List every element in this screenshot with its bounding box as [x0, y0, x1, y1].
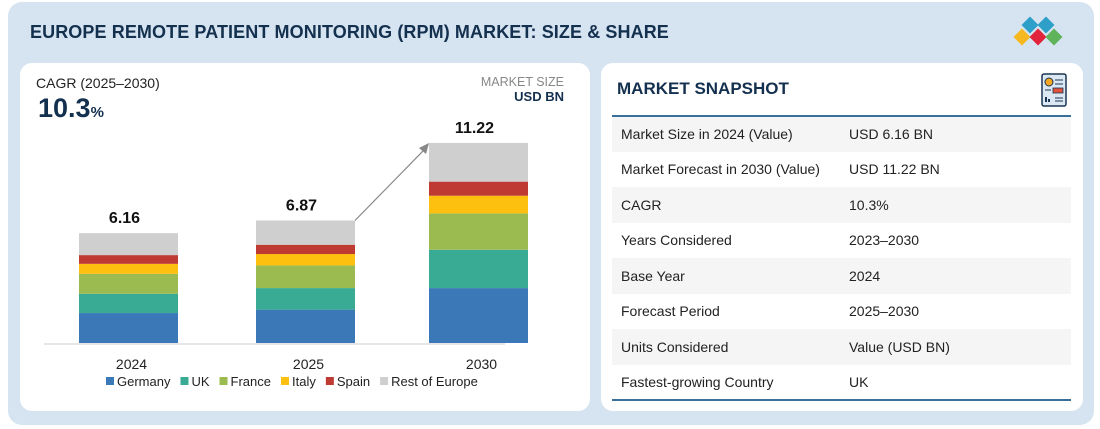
- row-label: CAGR: [621, 196, 662, 213]
- row-value: 2023–2030: [849, 232, 920, 249]
- bar-segment-germany: [429, 288, 528, 343]
- row-value: Value (USD BN): [849, 338, 950, 355]
- growth-arrow: [354, 142, 429, 221]
- x-tick-label: 2030: [466, 356, 497, 372]
- row-label: Market Forecast in 2030 (Value): [621, 161, 820, 178]
- bar-segment-spain: [79, 255, 178, 264]
- bar-segment-italy: [79, 263, 178, 274]
- row-value: USD 6.16 BN: [849, 126, 934, 143]
- legend-label: France: [231, 374, 271, 389]
- x-tick-label: 2024: [116, 356, 147, 372]
- snapshot-title: MARKET SNAPSHOT: [617, 79, 789, 98]
- bar-segment-spain: [429, 181, 528, 196]
- market-size-unit: USD BN: [514, 89, 564, 104]
- snapshot-row: Market Forecast in 2030 (Value) USD 11.22…: [612, 152, 1071, 188]
- snapshot-row: Fastest-growing Country UK: [612, 365, 1071, 401]
- bar-segment-germany: [79, 313, 178, 343]
- row-label: Years Considered: [621, 232, 732, 249]
- snapshot-row: CAGR 10.3%: [612, 187, 1071, 223]
- snapshot-row: Years Considered 2023–2030: [612, 223, 1071, 259]
- bar-segment-uk: [429, 249, 528, 289]
- bar-total-label: 6.87: [286, 198, 317, 215]
- cagr-value: 10.3%: [38, 93, 104, 124]
- snapshot-row: Forecast Period 2025–2030: [612, 294, 1071, 330]
- bar-segment-rest-of-europe: [79, 233, 178, 256]
- chart-card: CAGR (2025–2030) 10.3% MARKET SIZE USD BN…: [20, 63, 590, 411]
- row-value: 2025–2030: [849, 303, 920, 320]
- brand-logo-icon: [1013, 16, 1063, 46]
- bar-segment-uk: [256, 288, 355, 310]
- bar-segment-france: [429, 213, 528, 250]
- x-tick-label: 2025: [293, 356, 324, 372]
- market-size-caption: MARKET SIZE: [480, 75, 564, 89]
- snapshot-row: Base Year 2024: [612, 258, 1071, 294]
- page-title: EUROPE REMOTE PATIENT MONITORING (RPM) M…: [30, 22, 669, 42]
- row-label: Base Year: [621, 267, 685, 284]
- legend-swatch: [180, 377, 189, 385]
- legend-label: UK: [191, 374, 209, 389]
- cagr-unit: %: [90, 104, 104, 121]
- bar-segment-italy: [429, 195, 528, 214]
- bar-segment-italy: [256, 254, 355, 266]
- legend-label: Rest of Europe: [391, 374, 478, 389]
- row-value: UK: [849, 373, 869, 390]
- bar-segment-germany: [256, 309, 355, 343]
- bar-segment-spain: [256, 244, 355, 255]
- bar-segment-france: [79, 273, 178, 294]
- row-label: Units Considered: [621, 338, 729, 355]
- row-label: Fastest-growing Country: [621, 373, 774, 390]
- snapshot-row: Market Size in 2024 (Value) USD 6.16 BN: [612, 116, 1071, 152]
- legend-label: Spain: [337, 374, 370, 389]
- legend-swatch: [380, 377, 389, 385]
- legend-label: Germany: [117, 374, 171, 389]
- stacked-bar-chart: 6.16 2024 6.87 2025 11.22 2030 Germany UK France…: [44, 120, 528, 389]
- bar-segment-rest-of-europe: [256, 220, 355, 245]
- bar-segment-france: [256, 265, 355, 289]
- row-value: 2024: [849, 267, 881, 284]
- snapshot-row: Units Considered Value (USD BN): [612, 329, 1071, 365]
- row-label: Forecast Period: [621, 303, 720, 320]
- market-size-label: MARKET SIZE USD BN: [481, 75, 564, 104]
- legend-swatch: [325, 377, 334, 385]
- legend-swatch: [219, 377, 228, 385]
- cagr-number: 10.3: [38, 93, 91, 123]
- bar-segment-uk: [79, 293, 178, 314]
- legend-swatch: [106, 377, 114, 385]
- report-icon: [1041, 73, 1067, 107]
- row-value: 10.3%: [849, 196, 889, 213]
- bar-total-label: 6.16: [109, 210, 140, 227]
- snapshot-card: MARKET SNAPSHOT Market Size in 2024 (Val…: [601, 63, 1083, 411]
- row-label: Market Size in 2024 (Value): [621, 126, 793, 143]
- snapshot-table: Market Size in 2024 (Value) USD 6.16 BN Ma…: [612, 115, 1071, 401]
- bar-total-label: 11.22: [455, 120, 494, 137]
- legend-label: Italy: [292, 374, 316, 389]
- bar-segment-rest-of-europe: [429, 142, 528, 182]
- legend-swatch: [281, 377, 289, 385]
- row-value: USD 11.22 BN: [849, 161, 940, 178]
- cagr-label: CAGR (2025–2030): [36, 75, 160, 91]
